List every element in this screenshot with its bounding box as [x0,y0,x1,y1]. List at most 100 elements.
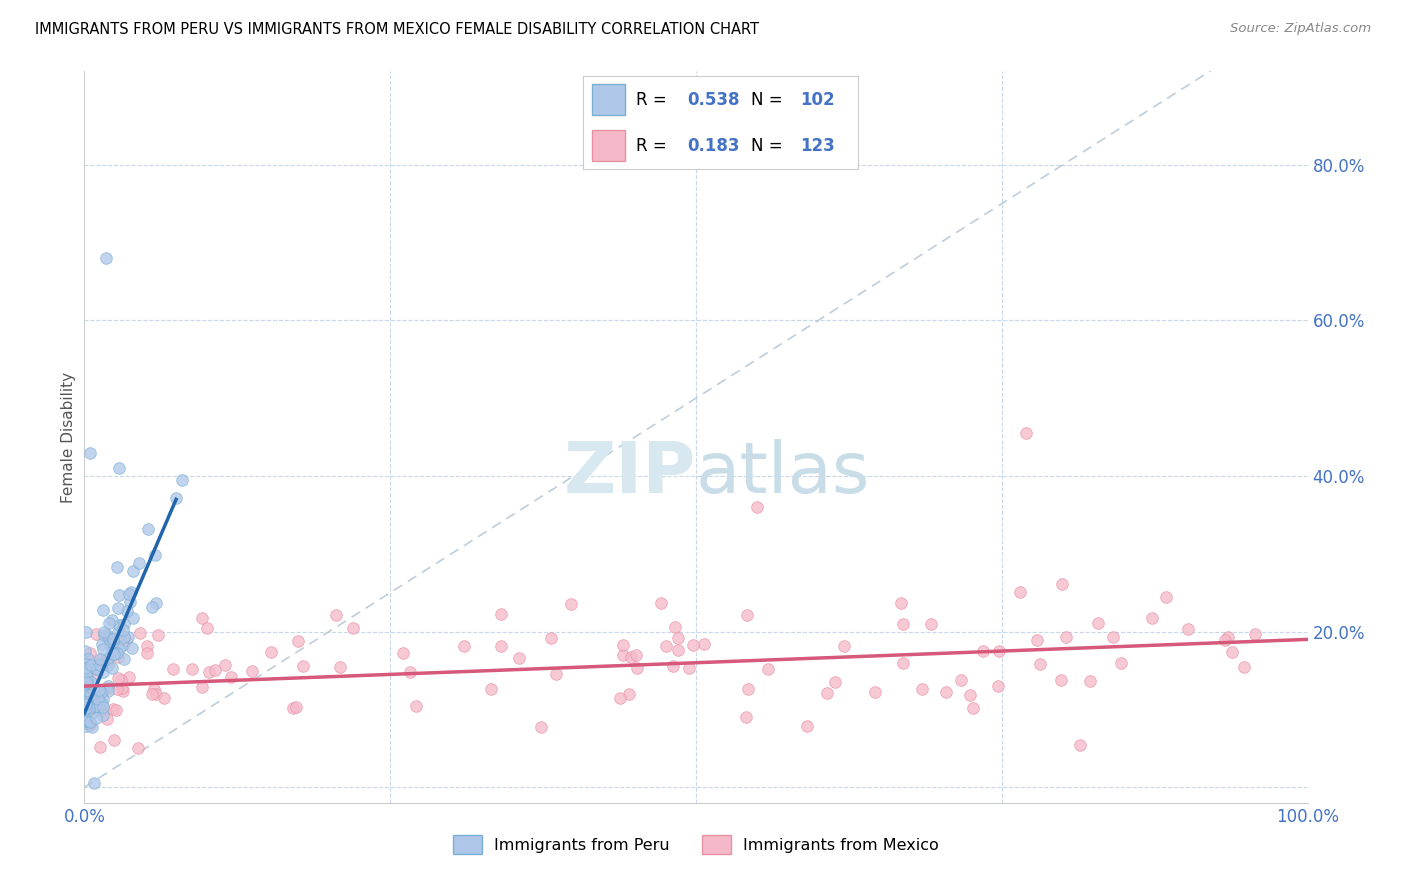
Point [96,655,118,669]
Point [101,643,124,657]
Point [666,643,689,657]
Point [79,718,101,732]
Legend: Immigrants from Peru, Immigrants from Mexico: Immigrants from Peru, Immigrants from Me… [446,829,946,861]
Point [112,652,135,666]
Point [115,632,138,647]
Point [863,685,886,699]
Point [96,628,118,642]
Point [107,600,129,615]
Point [79,646,101,660]
Point [77,714,100,729]
Point [287,633,309,648]
Point [191,681,214,695]
Point [214,658,236,673]
Point [612,638,634,652]
Point [108,642,131,657]
Point [84,627,107,641]
Point [101,702,124,716]
Point [79,657,101,672]
Point [79,688,101,702]
Point [86,692,108,706]
Point [89,652,111,666]
Point [111,681,134,695]
Point [89,740,111,755]
Point [84,662,107,676]
Point [142,682,165,697]
Point [107,650,129,665]
Point [96,251,118,265]
Point [1233,659,1256,673]
Point [107,671,129,685]
Point [87,657,110,671]
Point [75,676,97,690]
Point [834,639,856,653]
Point [90,685,112,699]
Point [112,630,135,644]
Point [75,719,97,733]
Point [75,700,97,714]
Point [97,657,120,672]
Point [1244,627,1267,641]
Point [650,596,672,610]
Point [75,697,97,711]
Point [141,687,163,701]
Point [107,624,129,639]
Point [325,607,347,622]
Point [73,661,96,675]
Point [121,611,143,625]
Point [546,666,568,681]
Point [141,599,163,614]
Text: R =: R = [636,136,672,154]
Point [972,644,994,658]
Point [405,698,427,713]
Point [103,632,125,646]
Point [815,686,838,700]
FancyBboxPatch shape [592,84,624,115]
Point [153,691,176,706]
Text: 0.183: 0.183 [688,136,740,154]
Text: 102: 102 [800,91,835,109]
Point [285,699,308,714]
Point [121,641,143,656]
Point [89,692,111,706]
Point [329,660,352,674]
Point [91,704,114,718]
Point [735,710,758,724]
Point [682,638,704,652]
Point [145,687,167,701]
Point [693,637,716,651]
Point [1102,630,1125,644]
Point [145,596,167,610]
Point [117,604,139,618]
Point [198,665,221,679]
Point [120,585,142,599]
Point [747,500,769,515]
Point [138,522,160,536]
Point [489,607,512,621]
Point [97,679,120,693]
Point [75,697,97,711]
Point [617,687,640,701]
Text: atlas: atlas [696,439,870,508]
Point [1025,632,1047,647]
Point [112,638,135,652]
Point [77,680,100,694]
Point [1177,622,1199,636]
Point [1078,673,1101,688]
Point [86,662,108,676]
Point [453,640,475,654]
Point [93,628,115,642]
Point [170,473,193,487]
Point [105,703,128,717]
Text: R =: R = [636,91,672,109]
Text: ZIP: ZIP [564,439,696,508]
Point [79,445,101,459]
Point [76,683,98,698]
Point [96,713,118,727]
Point [118,595,141,609]
Point [129,626,152,640]
Point [181,662,204,676]
Point [105,646,128,660]
Point [479,681,502,696]
Point [920,617,942,632]
